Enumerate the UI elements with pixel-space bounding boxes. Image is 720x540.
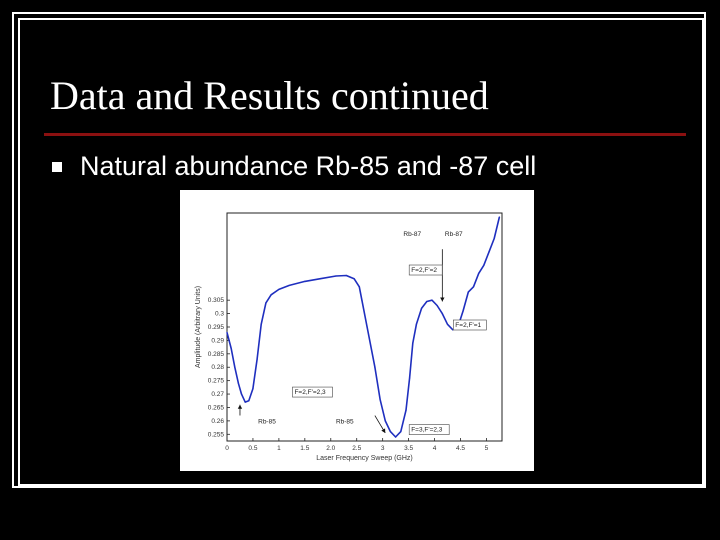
data-point <box>436 304 438 307</box>
data-point <box>358 286 360 288</box>
annotation-box <box>408 264 443 276</box>
data-point <box>226 331 228 333</box>
data-point <box>405 409 407 411</box>
x-tick-label: 5 <box>485 445 489 452</box>
data-point <box>244 401 246 403</box>
data-point <box>472 286 475 288</box>
y-tick-label: 0.295 <box>208 324 225 331</box>
bullet-text: Natural abundance Rb-85 and -87 cell <box>80 151 537 181</box>
data-point <box>319 278 321 280</box>
data-point <box>278 288 280 291</box>
spectrum-figure: 0 0.5 1 1.5 2.0 2.5 3 3.5 4 4.5 5 0.255 0.26 0.265 0.2… <box>180 190 534 471</box>
x-tick-label: 0 <box>225 445 229 452</box>
data-point <box>256 358 258 360</box>
slide-frame-outer <box>12 12 706 488</box>
data-point <box>415 323 417 325</box>
y-tick-label: 0.3 <box>215 311 224 318</box>
y-tick-label: 0.255 <box>208 431 225 438</box>
square-bullet-icon <box>52 162 62 172</box>
data-point <box>240 393 243 395</box>
data-point <box>379 398 381 401</box>
data-point <box>230 347 232 350</box>
y-tick-label: 0.27 <box>211 391 224 398</box>
title-divider <box>44 133 686 136</box>
data-point <box>389 431 392 433</box>
annotation-box <box>453 319 487 331</box>
x-tick-label: 3.5 <box>404 445 413 452</box>
data-point <box>498 216 501 218</box>
slide-frame-inner <box>18 18 704 486</box>
data-point <box>467 291 469 293</box>
y-tick-label: 0.29 <box>211 337 224 344</box>
data-point <box>361 299 363 301</box>
data-point <box>400 431 402 433</box>
data-point <box>335 275 337 277</box>
arrowhead <box>237 404 243 409</box>
annotation-label: F=3,F'=2,3 <box>411 427 443 434</box>
data-point <box>353 278 355 280</box>
y-tick-label: 0.28 <box>211 364 224 371</box>
annotation-label: Rb-87 <box>445 231 463 238</box>
data-point <box>345 274 347 277</box>
x-axis-label: Laser Frequency Sweep (GHz) <box>316 455 412 462</box>
x-tick-label: 4.5 <box>456 445 465 452</box>
data-point <box>384 420 386 422</box>
data-point <box>395 436 397 438</box>
x-tick-label: 3 <box>381 445 385 452</box>
y-tick-label: 0.265 <box>208 404 225 411</box>
x-tick-label: 1.5 <box>300 445 309 452</box>
data-point <box>260 323 262 325</box>
x-tick-label: 2.5 <box>352 445 361 452</box>
x-tick-label: 0.5 <box>248 445 257 452</box>
data-point <box>446 323 449 325</box>
data-point <box>483 264 485 266</box>
data-point <box>420 307 423 309</box>
data-point <box>462 310 464 312</box>
data-point <box>431 299 433 301</box>
annotation-label: Rb-87 <box>403 231 421 238</box>
annotation-label: F=2,F'=2,3 <box>294 389 326 396</box>
data-point <box>270 294 272 296</box>
annotation-box <box>292 386 333 398</box>
data-point <box>248 400 250 402</box>
y-axis-label: Amplitude (Arbitrary Units) <box>195 286 202 368</box>
data-point <box>426 300 428 303</box>
data-point <box>304 280 306 282</box>
y-tick-label: 0.285 <box>208 351 225 358</box>
arrowhead <box>440 297 445 302</box>
y-tick-label: 0.275 <box>208 378 225 385</box>
data-point <box>441 312 443 315</box>
slide-title: Data and Results continued <box>50 73 489 118</box>
data-point <box>478 272 480 274</box>
annotation-box <box>408 424 450 435</box>
data-point <box>488 251 490 253</box>
x-tick-label: 2.0 <box>326 445 335 452</box>
x-tick-label: 4 <box>433 445 437 452</box>
annotation-label: F=2,F'=1 <box>455 322 481 329</box>
data-point <box>409 377 411 379</box>
annotation-label: Rb-85 <box>258 419 276 426</box>
y-tick-label: 0.305 <box>208 297 225 304</box>
data-point <box>237 382 240 384</box>
annotation-label: F=2,F'=2 <box>411 267 437 274</box>
data-point <box>234 366 236 368</box>
data-point <box>252 388 254 390</box>
data-point <box>493 237 495 240</box>
data-point <box>265 302 267 304</box>
spectrum-chart: 0 0.5 1 1.5 2.0 2.5 3 3.5 4 4.5 5 0.255 0.26 0.265 0.2… <box>195 212 503 462</box>
data-point <box>412 342 414 344</box>
arrowhead <box>381 428 386 433</box>
annotation-label: Rb-85 <box>336 419 354 426</box>
data-point <box>288 284 290 287</box>
y-tick-label: 0.26 <box>211 418 224 425</box>
x-tick-label: 1 <box>277 445 281 452</box>
data-point <box>374 366 376 368</box>
data-point <box>366 326 368 328</box>
